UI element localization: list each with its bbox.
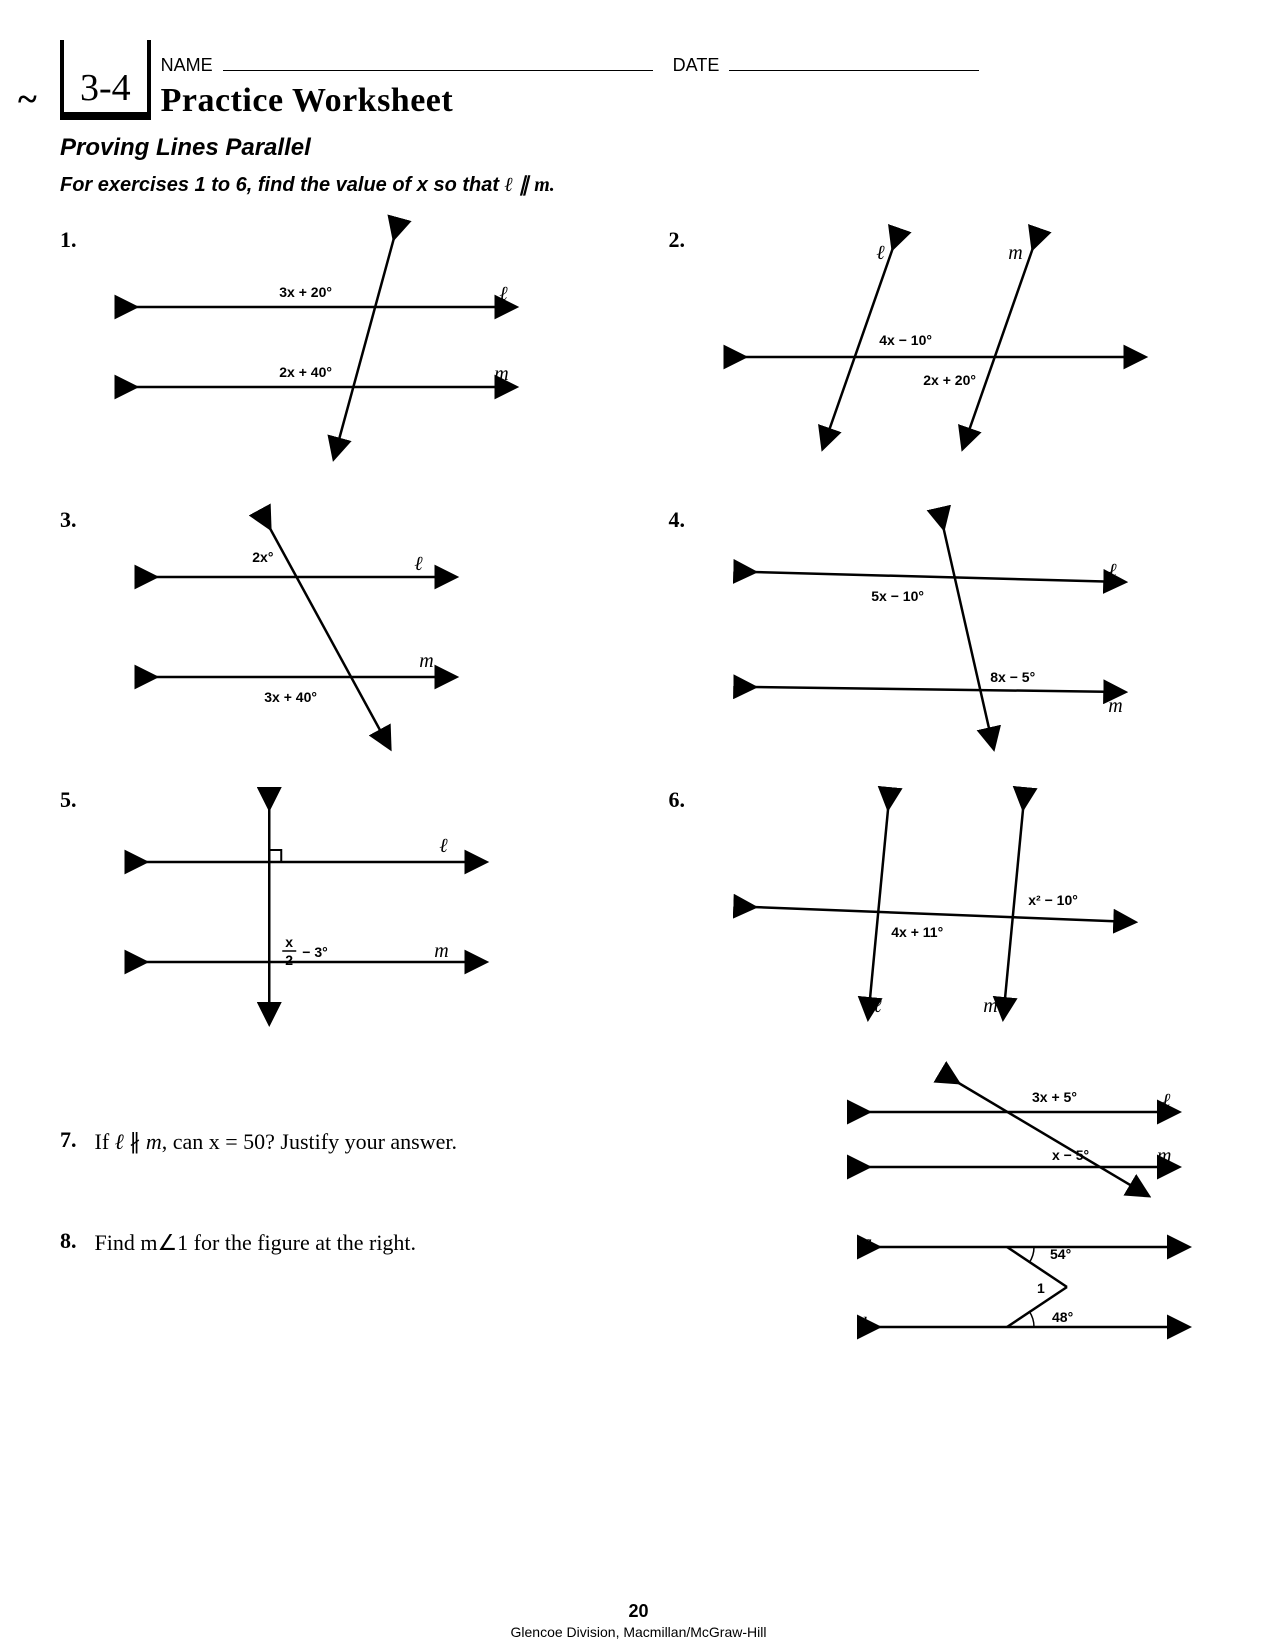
angle-label: x − 5° [1052,1147,1089,1163]
angle-label: 3x + 5° [1032,1089,1077,1105]
line-label-l: ℓ [873,995,882,1017]
line-label-l: ℓ [1108,560,1117,582]
instructions-prefix: For exercises 1 to 6, find the value of … [60,174,505,196]
problem-8: 8. Find m∠1 for the figure at the right. [60,1228,837,1259]
angle-label: 2x° [252,549,273,565]
scan-artifact-tilde: ~ [18,78,37,120]
problem-1: 1. 3x + 20° 2x + 40° ℓ m [60,227,609,487]
angle-label: 48° [1052,1309,1073,1325]
diagram-6: 4x + 11° x² − 10° ℓ m [669,787,1218,1047]
worksheet-header: 3-4 NAME DATE Practice Worksheet [60,40,1217,120]
page-number: 20 [0,1601,1277,1622]
line-label-m: m [434,940,448,962]
name-label: NAME [161,55,213,76]
problem-6: 6. 4x + 11° x² − 10° ℓ m [669,787,1218,1047]
problem-2: 2. 4x − 10° 2x + 20° ℓ m [669,227,1218,487]
angle-label: 5x − 10° [871,588,924,604]
page-footer: 20 Glencoe Division, Macmillan/McGraw-Hi… [0,1601,1277,1640]
var-m: m [146,1129,162,1154]
line-label-m: m [1008,242,1022,264]
date-label: DATE [673,55,720,76]
line-label-l: ℓ [414,553,423,575]
problem-number: 7. [60,1127,77,1153]
line-label-m: m [1157,1145,1171,1167]
angle-label: x² − 10° [1028,892,1078,908]
worksheet-subtitle: Proving Lines Parallel [60,134,1217,162]
line-label-m: m [494,363,508,385]
line-label-b: b [862,1314,872,1336]
angle-label: 8x − 5° [990,669,1035,685]
name-blank [223,53,653,71]
q7-prefix: If [95,1129,115,1154]
question-text: Find m∠1 for the figure at the right. [95,1228,417,1259]
line-label-l: ℓ [499,283,508,305]
questions-column: 7. If ℓ ∦ m, can x = 50? Justify your an… [60,1067,837,1357]
parallel-symbol: ∥ [519,174,529,196]
question-text: If ℓ ∦ m, can x = 50? Justify your answe… [95,1127,458,1158]
angle-label: − 3° [302,944,327,960]
bottom-area: 7. If ℓ ∦ m, can x = 50? Justify your an… [60,1067,1217,1357]
angle-label: 3x + 20° [279,284,332,300]
line-label-l: ℓ [439,835,448,857]
angle-label: 4x + 11° [891,924,943,940]
publisher: Glencoe Division, Macmillan/McGraw-Hill [0,1624,1277,1640]
lesson-number-box: 3-4 [60,40,151,120]
problems-grid: 1. 3x + 20° 2x + 40° ℓ m [60,227,1217,1047]
diagram-3: 2x° 3x + 40° ℓ m [60,507,609,767]
line-label-m: m [983,995,997,1017]
var-l: ℓ [505,174,514,196]
angle-label: 1 [1037,1280,1045,1296]
date-blank [729,53,979,71]
angle-label: 2 [285,952,293,968]
diagram-7: 3x + 5° x − 5° ℓ m [837,1067,1217,1207]
instructions: For exercises 1 to 6, find the value of … [60,172,1217,197]
angle-label: 4x − 10° [879,332,932,348]
problem-number: 8. [60,1228,77,1254]
angle-label: 3x + 40° [264,689,317,705]
problem-5: 5. x 2 − 3° ℓ m [60,787,609,1047]
var-m: m. [534,174,555,196]
diagram-4: 5x − 10° 8x − 5° ℓ m [669,507,1218,767]
angle-label: 2x + 40° [279,364,332,380]
line-label-m: m [1108,695,1122,717]
problem-4: 4. 5x − 10° 8x − 5° ℓ m [669,507,1218,767]
lesson-number: 3-4 [80,66,131,110]
problem-3: 3. 2x° 3x + 40° ℓ m [60,507,609,767]
problem-7: 7. If ℓ ∦ m, can x = 50? Justify your an… [60,1127,837,1158]
line-label-m: m [419,650,433,672]
diagram-8: 54° 48° 1 a b [837,1207,1217,1357]
line-label-a: a [862,1232,872,1254]
right-diagrams: 3x + 5° x − 5° ℓ m 54° 48° 1 a b [837,1067,1217,1357]
angle-label: 2x + 20° [923,372,976,388]
angle-label: x [285,934,293,950]
diagram-1: 3x + 20° 2x + 40° ℓ m [60,227,609,487]
worksheet-title: Practice Worksheet [161,82,1217,120]
q7-rest: , can x = 50? Justify your answer. [162,1129,457,1154]
not-parallel: ∦ [129,1129,140,1154]
angle-label: 54° [1050,1246,1071,1262]
name-date-row: NAME DATE [161,53,1217,76]
diagram-2: 4x − 10° 2x + 20° ℓ m [669,227,1218,487]
line-label-l: ℓ [1162,1090,1171,1112]
line-label-l: ℓ [876,242,885,264]
header-right: NAME DATE Practice Worksheet [161,53,1217,120]
var-l: ℓ [115,1129,124,1154]
diagram-5: x 2 − 3° ℓ m [60,787,609,1047]
